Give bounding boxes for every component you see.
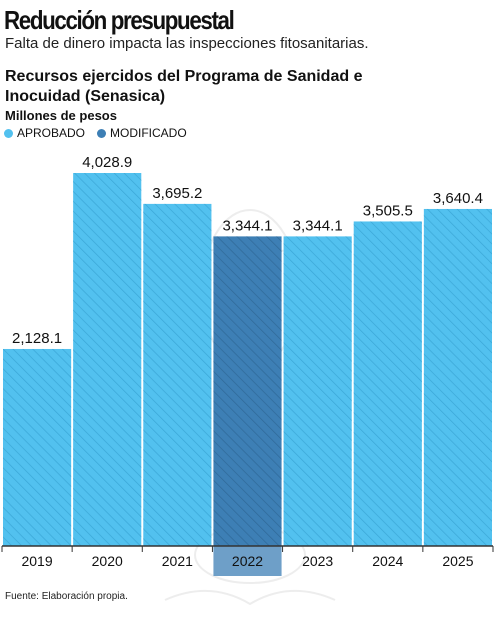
value-label-2025: 3,640.4 [433, 190, 483, 207]
bar-hatch-2019 [3, 348, 72, 546]
value-label-2023: 3,344.1 [293, 217, 343, 234]
legend-swatch-modificado [97, 128, 107, 138]
legend-item-modificado: MODIFICADO [97, 126, 187, 140]
value-label-2019: 2,128.1 [12, 330, 62, 347]
source-note: Fuente: Elaboración propia. [5, 591, 128, 602]
bar-hatch-2020 [73, 173, 142, 546]
legend-item-aprobado: APROBADO [4, 126, 85, 140]
x-ticks-group [1, 546, 494, 552]
x-tick-label-2019: 2019 [21, 553, 52, 569]
bar-highlight-extension-2022 [213, 546, 282, 576]
bar-hatch-2021 [143, 203, 212, 546]
page-subtitle: Falta de dinero impacta las inspecciones… [5, 35, 369, 52]
x-tick-label-2025: 2025 [442, 553, 473, 569]
value-label-2024: 3,505.5 [363, 202, 413, 219]
x-tick-label-2022: 2022 [232, 553, 263, 569]
x-tick-label-2020: 2020 [92, 553, 123, 569]
bars-group [3, 173, 492, 576]
page-title: Reducción presupuestal [4, 5, 235, 35]
y-axis-label: Millones de pesos [5, 108, 117, 123]
bar-hatch-2025 [423, 208, 492, 546]
x-tick-label-2023: 2023 [302, 553, 333, 569]
legend-swatch-aprobado [4, 128, 13, 138]
value-label-2020: 4,028.9 [82, 154, 132, 171]
legend-label-aprobado: APROBADO [17, 126, 86, 140]
bar-hatch-2022 [213, 236, 282, 546]
x-tick-labels-group: 2019 2020 2021 2022 2023 2024 2025 [21, 553, 473, 569]
value-label-2022: 3,344.1 [222, 217, 272, 234]
chart-title: Recursos ejercidos del Programa de Sanid… [5, 68, 363, 105]
legend: APROBADO MODIFICADO [4, 126, 187, 140]
legend-label-modificado: MODIFICADO [110, 126, 187, 140]
bar-hatch-2023 [283, 236, 352, 546]
value-label-2021: 3,695.2 [152, 185, 202, 202]
bar-hatch-2024 [353, 221, 422, 546]
x-tick-label-2021: 2021 [162, 553, 193, 569]
value-labels-group: 2,128.1 4,028.9 3,695.2 3,344.1 3,344.1 3,505… [12, 154, 483, 347]
x-tick-label-2024: 2024 [372, 553, 403, 569]
